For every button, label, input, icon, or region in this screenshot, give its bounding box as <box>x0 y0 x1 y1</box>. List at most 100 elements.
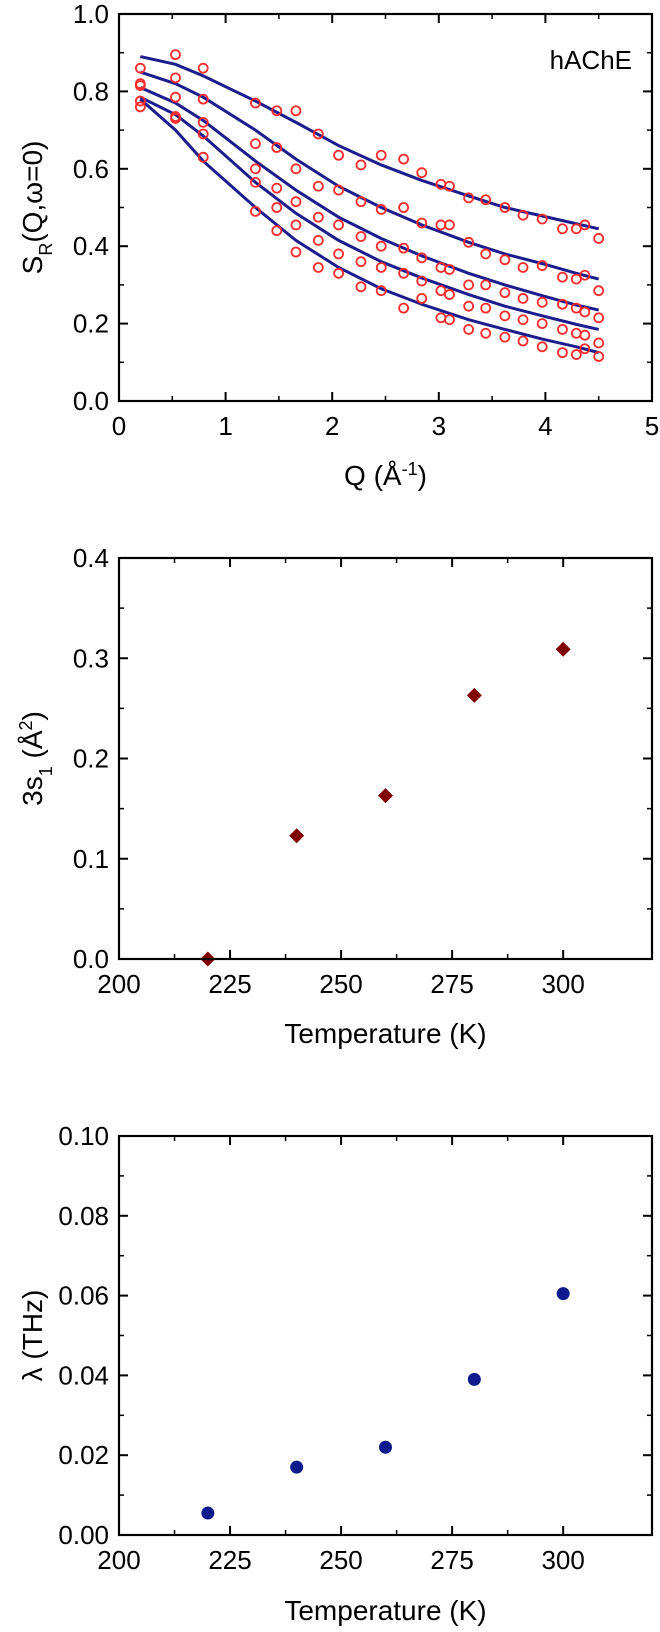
data-point <box>312 234 324 246</box>
data-point <box>134 80 146 91</box>
data-point <box>579 269 591 281</box>
y-tick-label: 0.4 <box>73 543 109 573</box>
data-point <box>570 349 582 360</box>
data-point <box>579 343 591 355</box>
data-point <box>355 231 367 242</box>
data-point <box>444 314 455 326</box>
data-point <box>250 138 261 150</box>
data-point <box>499 287 511 299</box>
data-point <box>312 211 324 223</box>
y-tick-label: 0.4 <box>73 231 109 261</box>
y-tick-label: 0.2 <box>73 309 109 339</box>
y-tick-label: 0.00 <box>58 1520 109 1550</box>
data-point <box>290 105 302 117</box>
data-point <box>593 285 605 297</box>
data-point <box>463 324 475 335</box>
data-point <box>375 149 387 161</box>
fit-line-4 <box>139 95 600 331</box>
x-axis-title: Temperature (K) <box>284 1595 486 1626</box>
data-point <box>197 93 209 105</box>
data-point <box>312 262 324 273</box>
y-tick-label: 0.6 <box>73 154 109 184</box>
data-point <box>463 236 475 248</box>
data-point <box>463 300 475 312</box>
x-tick-label: 200 <box>97 1545 140 1575</box>
data-point <box>480 248 492 260</box>
x-tick-label: 275 <box>430 969 473 999</box>
data-point <box>290 1460 304 1474</box>
data-point <box>290 163 302 175</box>
data-point <box>570 273 582 285</box>
y-tick-label: 0.8 <box>73 76 109 106</box>
x-tick-label: 5 <box>645 411 659 441</box>
x-tick-label: 300 <box>541 969 584 999</box>
data-point <box>570 302 582 314</box>
y-tick-label: 0.0 <box>73 386 109 416</box>
data-point <box>517 209 529 221</box>
data-point <box>197 128 209 140</box>
data-point <box>416 217 428 229</box>
data-point <box>398 202 410 213</box>
data-point <box>444 289 455 300</box>
data-point <box>355 256 367 268</box>
y-tick-label: 0.02 <box>58 1440 109 1470</box>
data-point <box>480 302 492 314</box>
data-point <box>197 62 209 74</box>
fit-line-5 <box>139 98 600 355</box>
data-point <box>201 1506 215 1520</box>
data-point <box>250 176 261 188</box>
x-tick-label: 275 <box>430 1545 473 1575</box>
data-point <box>579 306 591 318</box>
data-point <box>557 347 568 359</box>
data-point <box>375 240 387 252</box>
data-point <box>499 331 511 343</box>
data-point <box>398 267 410 279</box>
data-point <box>333 149 344 161</box>
x-tick-label: 300 <box>541 1545 584 1575</box>
chart-panel-3: 200 225 250 275 300 0.00 0.02 0.04 0.06 0.08 0.10 T… <box>17 1121 654 1626</box>
data-point <box>444 264 455 275</box>
y-tick-label: 1.0 <box>73 0 109 29</box>
data-point <box>557 324 568 335</box>
data-point <box>398 242 410 254</box>
data-point <box>517 335 529 347</box>
data-point <box>466 687 482 703</box>
data-point <box>271 142 283 153</box>
data-point <box>375 285 387 297</box>
data-point <box>289 828 305 844</box>
data-point <box>355 281 367 293</box>
data-point <box>378 788 393 804</box>
data-point <box>593 351 605 362</box>
data-point <box>416 275 428 287</box>
data-point <box>536 318 548 330</box>
data-point <box>197 151 209 163</box>
data-point <box>444 180 455 192</box>
data-point <box>579 219 591 231</box>
y-tick-label: 0.2 <box>73 744 109 774</box>
x-tick-label: 1 <box>218 411 232 441</box>
data-point <box>416 167 428 179</box>
data-point <box>290 196 302 208</box>
data-point <box>170 72 181 84</box>
y-tick-label: 0.06 <box>58 1281 109 1311</box>
data-point <box>480 194 492 206</box>
data-point <box>536 260 548 271</box>
data-point <box>375 262 387 273</box>
y-tick-label: 0.10 <box>58 1121 109 1151</box>
data-point <box>333 184 344 196</box>
data-point <box>333 219 344 231</box>
data-point <box>250 97 261 109</box>
fit-line-3 <box>139 86 600 312</box>
plot-frame <box>117 556 654 961</box>
data-point <box>333 248 344 260</box>
data-point <box>379 1440 392 1454</box>
chart-annotation: hAChE <box>550 45 632 75</box>
plot-frame <box>117 1134 654 1537</box>
x-tick-label: 2 <box>325 411 339 441</box>
x-tick-label: 250 <box>319 1545 362 1575</box>
data-point <box>312 180 324 192</box>
data-point <box>480 327 492 339</box>
data-point <box>536 213 548 225</box>
data-point <box>375 204 387 215</box>
data-point <box>536 296 548 308</box>
